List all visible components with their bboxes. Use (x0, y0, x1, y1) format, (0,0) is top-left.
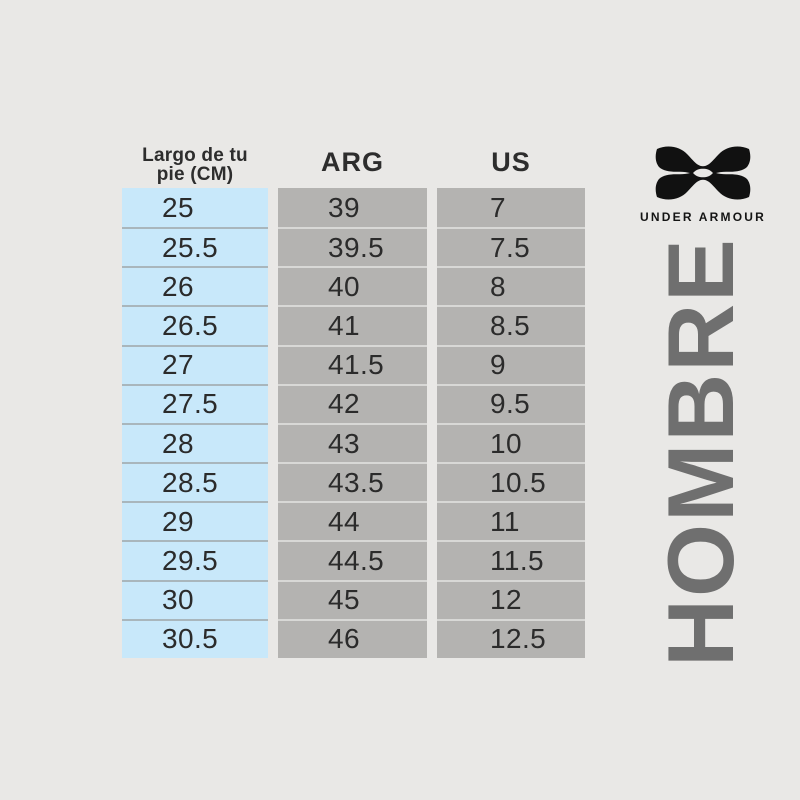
cell-us: 9 (437, 344, 585, 384)
cell-us: 7 (437, 188, 585, 228)
column-header-us: US (491, 146, 531, 177)
table-row: 28.5 43.5 10.5 (122, 462, 585, 502)
table-row: 29.5 44.5 11.5 (122, 540, 585, 580)
under-armour-logo-icon (655, 146, 751, 200)
cell-cm: 27 (122, 344, 268, 384)
cell-cm: 30.5 (122, 618, 268, 658)
cell-cm: 29.5 (122, 540, 268, 580)
cell-arg: 44.5 (278, 540, 427, 580)
cell-us: 7.5 (437, 227, 585, 267)
cell-arg: 39.5 (278, 227, 427, 267)
gender-label-vertical: HOMBRE (648, 237, 753, 667)
size-chart-table: Largo de tu pie (CM) ARG US 25 39 7 25.5 39.… (122, 142, 585, 658)
cell-cm: 28.5 (122, 462, 268, 502)
cell-cm: 26.5 (122, 305, 268, 345)
cell-us: 8 (437, 266, 585, 306)
column-header-arg: ARG (321, 146, 384, 177)
table-row: 28 43 10 (122, 422, 585, 463)
table-row: 27 41.5 9 (122, 344, 585, 384)
cell-cm: 27.5 (122, 383, 268, 423)
table-row: 30 45 12 (122, 579, 585, 619)
cell-cm: 25.5 (122, 227, 268, 267)
column-header-foot-length: Largo de tu pie (CM) (122, 144, 268, 185)
cell-us: 10 (437, 422, 585, 463)
cell-cm: 29 (122, 501, 268, 541)
cell-arg: 41.5 (278, 344, 427, 384)
table-row: 29 44 11 (122, 501, 585, 541)
table-row: 25 39 7 (122, 188, 585, 228)
cell-arg: 45 (278, 579, 427, 619)
cell-cm: 28 (122, 422, 268, 463)
cell-arg: 42 (278, 383, 427, 423)
brand-wordmark: UNDER ARMOUR (640, 210, 766, 224)
cell-us: 11 (437, 501, 585, 541)
table-body: 25 39 7 25.5 39.5 7.5 26 40 8 26.5 41 8.5 27 41.5 9 27.… (122, 188, 585, 658)
cell-arg: 46 (278, 618, 427, 658)
cell-arg: 40 (278, 266, 427, 306)
brand-block: UNDER ARMOUR (637, 146, 769, 224)
table-header-row: Largo de tu pie (CM) ARG US (122, 142, 585, 188)
column-header-line-1: Largo de tu (142, 144, 248, 166)
cell-us: 10.5 (437, 462, 585, 502)
table-row: 25.5 39.5 7.5 (122, 227, 585, 267)
table-row: 26.5 41 8.5 (122, 305, 585, 345)
cell-arg: 44 (278, 501, 427, 541)
table-row: 26 40 8 (122, 266, 585, 306)
cell-cm: 30 (122, 579, 268, 619)
cell-cm: 26 (122, 266, 268, 306)
cell-us: 11.5 (437, 540, 585, 580)
cell-arg: 41 (278, 305, 427, 345)
cell-arg: 39 (278, 188, 427, 228)
column-header-line-2: pie (CM) (156, 164, 234, 185)
cell-arg: 43.5 (278, 462, 427, 502)
table-row: 30.5 46 12.5 (122, 618, 585, 658)
cell-us: 12 (437, 579, 585, 619)
cell-arg: 43 (278, 422, 427, 463)
table-row: 27.5 42 9.5 (122, 383, 585, 423)
cell-us: 9.5 (437, 383, 585, 423)
cell-us: 8.5 (437, 305, 585, 345)
cell-us: 12.5 (437, 618, 585, 658)
cell-cm: 25 (122, 188, 268, 228)
